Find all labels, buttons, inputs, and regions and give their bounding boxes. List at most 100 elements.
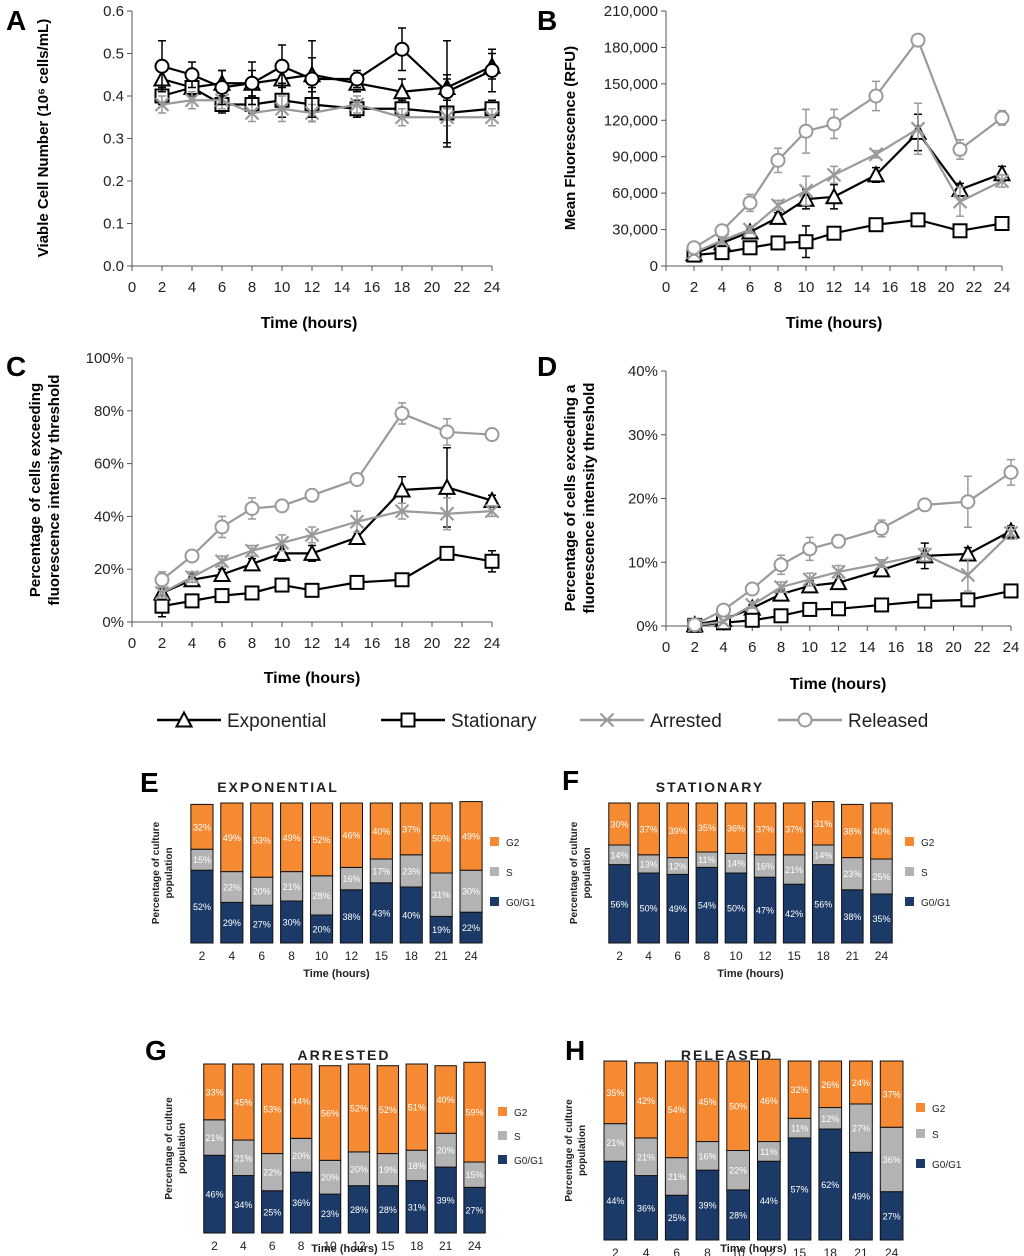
bar-stack: 46% 21% 33% (203, 1063, 226, 1234)
x-tick-label: 0 (128, 279, 136, 296)
segment-label: 28% (350, 1205, 368, 1215)
bar-segment-g2 (726, 1060, 751, 1151)
data-point (484, 427, 500, 443)
bar-segment-g2 (666, 802, 690, 859)
data-point (874, 520, 890, 536)
y-tick-label: 0.2 (103, 173, 124, 190)
segment-label: 56% (321, 1109, 339, 1119)
bar-stack: 47% 16% 37% (753, 802, 777, 944)
x-tick-label: 10 (315, 949, 329, 963)
bar-segment-g2 (634, 1062, 658, 1139)
segment-label: 50% (727, 904, 745, 914)
data-point (910, 212, 926, 228)
data-point (349, 574, 365, 590)
panel-letter-E: E (140, 767, 159, 798)
bar-stack: 52% 15% 32% (190, 803, 214, 944)
bar-stack: 62% 12% 26% (818, 1060, 843, 1241)
data-point (184, 569, 200, 585)
segment-label: 16% (756, 862, 774, 872)
bar-segment-g2 (637, 802, 660, 856)
segment-label: 46% (342, 831, 360, 841)
bar-segment-g2 (376, 1065, 400, 1155)
segment-label: 23% (321, 1209, 339, 1219)
data-point (184, 67, 200, 83)
legend-marker (797, 712, 813, 728)
bar-stack: 44% 21% 35% (603, 1060, 628, 1241)
x-tick-label: 2 (158, 635, 166, 652)
series-line (161, 510, 493, 594)
bar-stack: 28% 20% 52% (347, 1063, 371, 1234)
legend-label: G2 (506, 838, 520, 849)
segment-label: 15% (193, 855, 211, 865)
data-point (1003, 583, 1019, 599)
data-point (770, 235, 786, 251)
segment-label: 33% (205, 1087, 223, 1097)
line-chart-C: C0%20%40%60%80%100%0 2 4 6 8 10 12 14 16 18 20 22 24… (6, 350, 502, 687)
bar-segment-g2 (434, 1065, 457, 1134)
x-tick-label: 2 (199, 949, 206, 963)
bar-chart-G: G ARRESTED46%21%33%234%21%45%425%22%53%63… (145, 1035, 544, 1255)
x-tick-label: 21 (434, 949, 448, 963)
bar-segment-g2 (369, 802, 393, 860)
data-point (244, 105, 260, 121)
segment-label: 40% (437, 1095, 455, 1105)
bar-segment-g2 (695, 1060, 720, 1143)
x-axis-title: Time (hours) (717, 968, 784, 980)
data-point (394, 503, 410, 519)
segment-label: 31% (814, 819, 832, 829)
data-point (394, 109, 410, 125)
data-point (304, 582, 320, 598)
data-point (910, 121, 926, 137)
bar-stack: 29% 22% 49% (220, 802, 244, 944)
segment-label: 45% (234, 1098, 252, 1108)
y-axis-title-line: population (577, 1125, 588, 1176)
data-point (154, 598, 170, 614)
bar-segment-g2 (841, 803, 864, 859)
segment-label: 11% (698, 855, 715, 865)
y-tick-label: 180,000 (604, 39, 658, 56)
x-tick-label: 22 (454, 635, 471, 652)
y-tick-label: 0% (102, 614, 124, 631)
segment-label: 53% (263, 1104, 281, 1114)
x-tick-label: 12 (352, 1239, 366, 1253)
series-arrested (154, 497, 500, 601)
legend-swatch (490, 867, 499, 876)
panel-letter-H: H (565, 1035, 585, 1066)
series-line (694, 589, 1012, 627)
data-point (242, 554, 262, 572)
legend-marker (174, 710, 194, 728)
data-point (214, 588, 230, 604)
x-tick-label: 22 (454, 279, 471, 296)
segment-label: 44% (760, 1196, 778, 1206)
x-tick-label: 14 (334, 279, 351, 296)
y-axis-title-line: population (164, 847, 175, 898)
x-tick-label: 4 (188, 635, 196, 652)
data-point (214, 554, 230, 569)
x-tick-label: 15 (787, 949, 801, 963)
series-line (693, 130, 1003, 255)
data-point (1003, 525, 1019, 541)
segment-label: 37% (756, 824, 774, 834)
y-axis-title-line: Percentage of culture (164, 1097, 175, 1200)
data-point (484, 109, 500, 125)
x-tick-label: 8 (774, 279, 782, 296)
segment-label: 11% (791, 1124, 808, 1134)
x-tick-label: 24 (885, 1246, 899, 1256)
legend-item-released: Released (778, 711, 928, 732)
series-line (693, 37, 1003, 249)
segment-label: 46% (205, 1190, 223, 1200)
x-tick-label: 18 (824, 1246, 838, 1256)
bar-stack: 57% 11% 32% (787, 1060, 812, 1241)
data-point (392, 480, 412, 498)
segment-label: 12% (669, 862, 687, 872)
segment-label: 54% (668, 1105, 686, 1115)
data-point (714, 245, 730, 261)
data-point (274, 577, 290, 593)
bar-segment-g2 (405, 1063, 428, 1151)
legend-label: S (932, 1130, 939, 1141)
data-point (874, 597, 890, 613)
x-axis-title: Time (hours) (720, 1243, 787, 1255)
data-point (742, 240, 758, 256)
data-point (770, 198, 786, 213)
data-point (349, 514, 365, 529)
